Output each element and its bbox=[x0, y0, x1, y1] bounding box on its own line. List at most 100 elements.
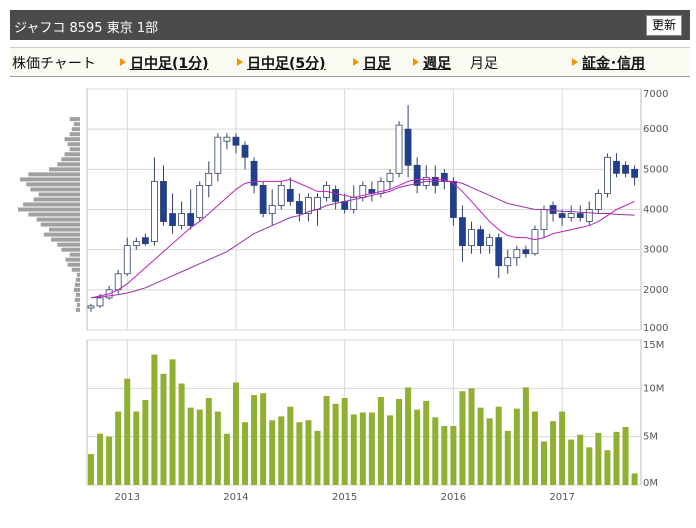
candle-body bbox=[449, 180, 457, 218]
price-volume-bar bbox=[40, 222, 80, 227]
candle-body bbox=[286, 189, 294, 202]
candle-body bbox=[558, 213, 566, 218]
volume-bar bbox=[232, 382, 239, 485]
price-volume-bar bbox=[51, 237, 80, 242]
candle-body bbox=[631, 168, 638, 178]
tab-link[interactable]: 週足 bbox=[413, 53, 451, 73]
volume-bar bbox=[196, 409, 203, 485]
price-volume-bar bbox=[64, 137, 80, 142]
candle-body bbox=[468, 229, 475, 247]
tab-row: 株価チャート 日中足(1分) 日中足(5分) 日足 週足 月足 証金･信用 bbox=[10, 47, 690, 77]
price-volume-bar bbox=[76, 302, 80, 307]
tab-label: 月足 bbox=[470, 56, 498, 72]
candle-body bbox=[413, 164, 421, 186]
price-volume-bar bbox=[73, 287, 80, 292]
price-volume-bar bbox=[74, 297, 80, 302]
volume-bar bbox=[622, 427, 629, 485]
volume-bar bbox=[386, 415, 393, 485]
volume-bar bbox=[414, 409, 421, 485]
tab-link[interactable]: 日足 bbox=[353, 53, 391, 73]
candle-body bbox=[585, 209, 593, 222]
price-volume-bar bbox=[69, 252, 80, 257]
volume-bar bbox=[432, 417, 439, 485]
candle-body bbox=[96, 297, 104, 307]
candle-body bbox=[196, 184, 204, 218]
volume-bar bbox=[459, 391, 466, 485]
tab-link[interactable]: 日中足(1分) bbox=[120, 53, 209, 73]
price-volume-bar bbox=[20, 177, 80, 182]
candle-body bbox=[223, 136, 231, 142]
x-tick-label: 2015 bbox=[332, 492, 357, 503]
volume-bar bbox=[323, 396, 330, 485]
volume-bar bbox=[550, 421, 557, 485]
price-volume-bar bbox=[75, 292, 80, 297]
price-volume-bar bbox=[64, 152, 80, 157]
y-tick-label: 6000 bbox=[643, 124, 668, 135]
y-tick-label: 2000 bbox=[643, 285, 668, 296]
volume-bar bbox=[604, 450, 611, 485]
volume-bar bbox=[468, 388, 475, 485]
price-volume-bar bbox=[57, 162, 80, 167]
price-volume-bar bbox=[67, 262, 80, 267]
volume-bar bbox=[260, 393, 267, 485]
volume-bar bbox=[106, 436, 113, 485]
volume-bar bbox=[305, 420, 312, 485]
volume-bar bbox=[242, 422, 249, 485]
price-volume-bar bbox=[75, 307, 80, 312]
x-tick-label: 2016 bbox=[441, 492, 466, 503]
price-volume-bar bbox=[43, 232, 80, 237]
candle-body bbox=[504, 257, 512, 267]
price-volume-bar bbox=[18, 207, 80, 212]
volume-bar bbox=[486, 418, 493, 485]
moving-average bbox=[90, 178, 635, 299]
y-tick-label: 1000 bbox=[643, 323, 668, 334]
price-volume-bar bbox=[23, 202, 81, 207]
volume-bar bbox=[88, 454, 94, 485]
refresh-button[interactable]: 更新 bbox=[645, 15, 682, 36]
volume-bar bbox=[223, 433, 230, 485]
candle-body bbox=[540, 209, 548, 230]
price-volume-bar bbox=[71, 267, 80, 272]
volume-bar bbox=[613, 431, 620, 485]
price-volume-bar bbox=[26, 182, 80, 187]
price-volume-bar bbox=[67, 142, 80, 147]
price-volume-bar bbox=[74, 282, 80, 287]
candle-body bbox=[522, 249, 530, 255]
moving-average bbox=[90, 180, 635, 299]
tab-link[interactable]: 日中足(5分) bbox=[237, 53, 326, 73]
y-tick-label: 10M bbox=[643, 383, 664, 394]
volume-bar bbox=[187, 407, 194, 485]
price-volume-bar bbox=[76, 272, 80, 277]
volume-bar bbox=[541, 441, 547, 485]
volume-bar bbox=[513, 408, 520, 485]
volume-bar bbox=[586, 447, 593, 485]
candle-body bbox=[214, 136, 222, 174]
tab-link[interactable]: 証金･信用 bbox=[572, 53, 645, 73]
volume-bar bbox=[341, 398, 348, 485]
candle-body bbox=[386, 172, 394, 182]
volume-bar bbox=[577, 434, 584, 485]
candle-body bbox=[123, 245, 131, 275]
candle-body bbox=[341, 201, 349, 210]
price-volume-bar bbox=[65, 257, 80, 262]
volume-bar bbox=[595, 432, 602, 485]
candle-body bbox=[151, 180, 158, 243]
volume-bar bbox=[178, 383, 185, 485]
candle-body bbox=[295, 201, 303, 214]
candle-body bbox=[250, 160, 258, 186]
candle-body bbox=[395, 124, 403, 174]
candle-body bbox=[169, 213, 176, 226]
candle-body bbox=[87, 305, 95, 309]
volume-bar bbox=[115, 411, 122, 485]
candle-body bbox=[305, 197, 312, 214]
x-tick-label: 2017 bbox=[549, 492, 574, 503]
price-volume-bar bbox=[69, 117, 80, 122]
candle-body bbox=[132, 241, 140, 247]
price-volume-bar bbox=[38, 192, 80, 197]
candle-body bbox=[531, 229, 539, 255]
candle-body bbox=[232, 136, 240, 146]
candle-body bbox=[549, 205, 557, 214]
tab-label: 株価チャート bbox=[12, 56, 96, 72]
candle-body bbox=[178, 213, 186, 226]
